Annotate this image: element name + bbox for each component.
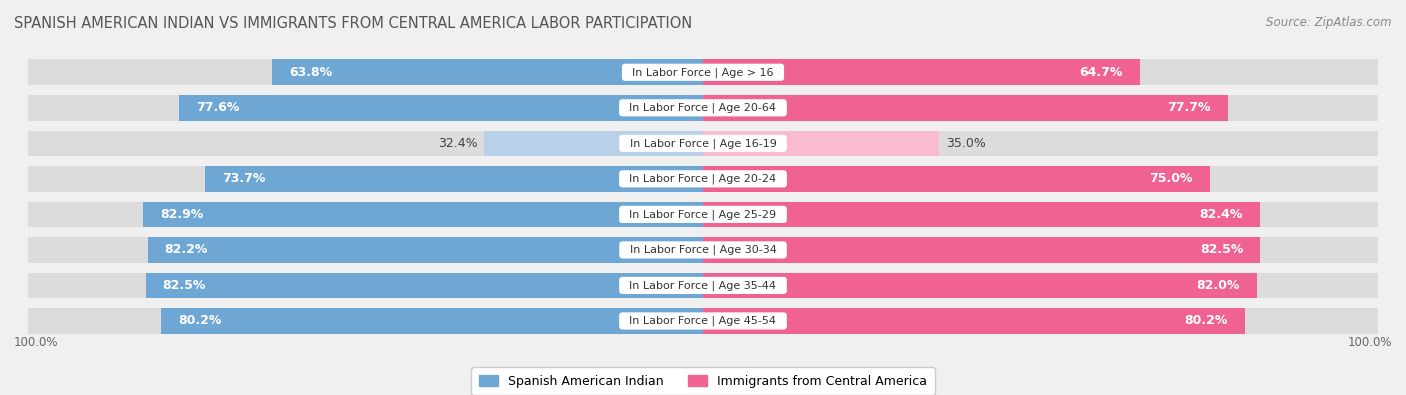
Text: 64.7%: 64.7%	[1080, 66, 1123, 79]
Bar	[703, 273, 1257, 298]
Bar	[148, 237, 703, 263]
Bar	[703, 130, 939, 156]
Text: 100.0%: 100.0%	[14, 337, 59, 350]
Bar	[703, 95, 1378, 120]
Bar	[703, 201, 1378, 227]
Bar	[28, 95, 703, 120]
Bar	[703, 273, 1378, 298]
Text: 35.0%: 35.0%	[946, 137, 986, 150]
Bar	[703, 166, 1209, 192]
Bar	[273, 60, 703, 85]
Text: 80.2%: 80.2%	[179, 314, 222, 327]
Bar	[703, 308, 1244, 334]
Text: Source: ZipAtlas.com: Source: ZipAtlas.com	[1267, 16, 1392, 29]
Text: In Labor Force | Age 25-29: In Labor Force | Age 25-29	[623, 209, 783, 220]
Text: In Labor Force | Age 35-44: In Labor Force | Age 35-44	[623, 280, 783, 291]
Bar	[703, 237, 1378, 263]
Bar	[28, 201, 703, 227]
Text: 82.9%: 82.9%	[160, 208, 204, 221]
Text: 77.7%: 77.7%	[1167, 101, 1211, 114]
Bar	[703, 237, 1260, 263]
Bar	[28, 60, 703, 85]
Bar	[205, 166, 703, 192]
Text: SPANISH AMERICAN INDIAN VS IMMIGRANTS FROM CENTRAL AMERICA LABOR PARTICIPATION: SPANISH AMERICAN INDIAN VS IMMIGRANTS FR…	[14, 16, 692, 31]
Text: 82.2%: 82.2%	[165, 243, 208, 256]
Bar	[28, 273, 703, 298]
Text: In Labor Force | Age 16-19: In Labor Force | Age 16-19	[623, 138, 783, 149]
Text: 80.2%: 80.2%	[1184, 314, 1227, 327]
Bar	[146, 273, 703, 298]
Text: 63.8%: 63.8%	[290, 66, 332, 79]
Text: 73.7%: 73.7%	[222, 172, 266, 185]
Bar	[703, 201, 1260, 227]
Text: 82.5%: 82.5%	[1199, 243, 1243, 256]
Text: 82.5%: 82.5%	[163, 279, 207, 292]
Bar	[703, 130, 1378, 156]
Bar	[484, 130, 703, 156]
Legend: Spanish American Indian, Immigrants from Central America: Spanish American Indian, Immigrants from…	[471, 367, 935, 395]
Bar	[179, 95, 703, 120]
Bar	[28, 237, 703, 263]
Text: 82.4%: 82.4%	[1199, 208, 1243, 221]
Text: 100.0%: 100.0%	[1347, 337, 1392, 350]
Bar	[703, 166, 1378, 192]
Bar	[143, 201, 703, 227]
Text: 32.4%: 32.4%	[437, 137, 478, 150]
Text: In Labor Force | Age 45-54: In Labor Force | Age 45-54	[623, 316, 783, 326]
Bar	[28, 166, 703, 192]
Text: In Labor Force | Age > 16: In Labor Force | Age > 16	[626, 67, 780, 77]
Bar	[703, 308, 1378, 334]
Text: 77.6%: 77.6%	[195, 101, 239, 114]
Text: In Labor Force | Age 30-34: In Labor Force | Age 30-34	[623, 245, 783, 255]
Bar	[28, 308, 703, 334]
Text: In Labor Force | Age 20-24: In Labor Force | Age 20-24	[623, 173, 783, 184]
Bar	[28, 130, 703, 156]
Bar	[703, 95, 1227, 120]
Bar	[162, 308, 703, 334]
Bar	[703, 60, 1140, 85]
Text: 75.0%: 75.0%	[1149, 172, 1192, 185]
Text: 82.0%: 82.0%	[1197, 279, 1240, 292]
Text: In Labor Force | Age 20-64: In Labor Force | Age 20-64	[623, 103, 783, 113]
Bar	[703, 60, 1378, 85]
